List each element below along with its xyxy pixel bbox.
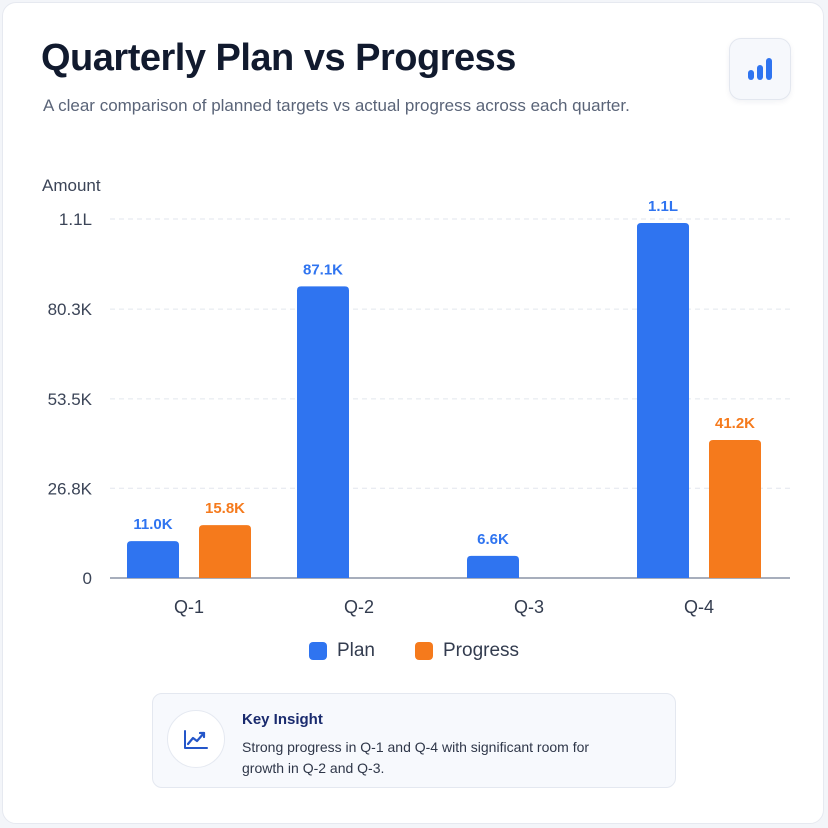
data-label: 41.2K (715, 415, 755, 432)
trend-up-icon (184, 730, 208, 749)
x-tick-label: Q-3 (514, 597, 544, 617)
insight-text: Strong progress in Q-1 and Q-4 with sign… (242, 739, 590, 776)
legend-swatch-progress (415, 642, 433, 660)
bar-plan-q-4 (637, 223, 689, 578)
y-tick-label: 1.1L (59, 210, 92, 229)
y-axis-title: Amount (42, 176, 101, 195)
chart-type-button[interactable] (729, 38, 791, 100)
insight-icon-circle (167, 710, 225, 768)
bar-plan-q-3 (467, 555, 519, 578)
data-label: 11.0K (133, 516, 172, 533)
bar-chart: 0 26.8K 53.5K 80.3K 1.1L 11.0K 15.8K Q-1 87.1K Q-… (48, 198, 790, 617)
legend-item-progress[interactable]: Progress (415, 640, 519, 662)
x-tick-label: Q-2 (344, 597, 374, 617)
chart-legend: Plan Progress (0, 638, 828, 664)
bar-plan-q-2 (297, 286, 349, 578)
legend-label-plan: Plan (336, 640, 375, 661)
data-label: 87.1K (303, 261, 343, 278)
data-label: 6.6K (477, 531, 509, 548)
x-tick-label: Q-4 (684, 597, 714, 617)
data-label: 1.1L (648, 198, 678, 215)
bar-plan-q-1 (127, 541, 179, 578)
key-insight-panel: Key Insight Strong progress in Q-1 and Q… (152, 693, 676, 788)
page-title: Quarterly Plan vs Progress (41, 37, 516, 79)
legend-item-plan[interactable]: Plan (308, 640, 375, 662)
bar-progress-q-4 (709, 440, 761, 578)
data-label: 15.8K (205, 500, 245, 517)
y-tick-label: 0 (83, 569, 92, 588)
y-tick-label: 53.5K (48, 390, 93, 409)
legend-label-progress: Progress (443, 640, 520, 661)
insight-title: Key Insight (242, 711, 323, 728)
legend-swatch-plan (308, 642, 327, 660)
y-tick-label: 26.8K (48, 479, 93, 498)
bar-chart-icon (748, 58, 772, 80)
page-subtitle: A clear comparison of planned targets vs… (43, 96, 630, 115)
bar-progress-q-1 (199, 525, 251, 578)
x-tick-label: Q-1 (174, 597, 204, 617)
y-tick-label: 80.3K (48, 300, 93, 319)
